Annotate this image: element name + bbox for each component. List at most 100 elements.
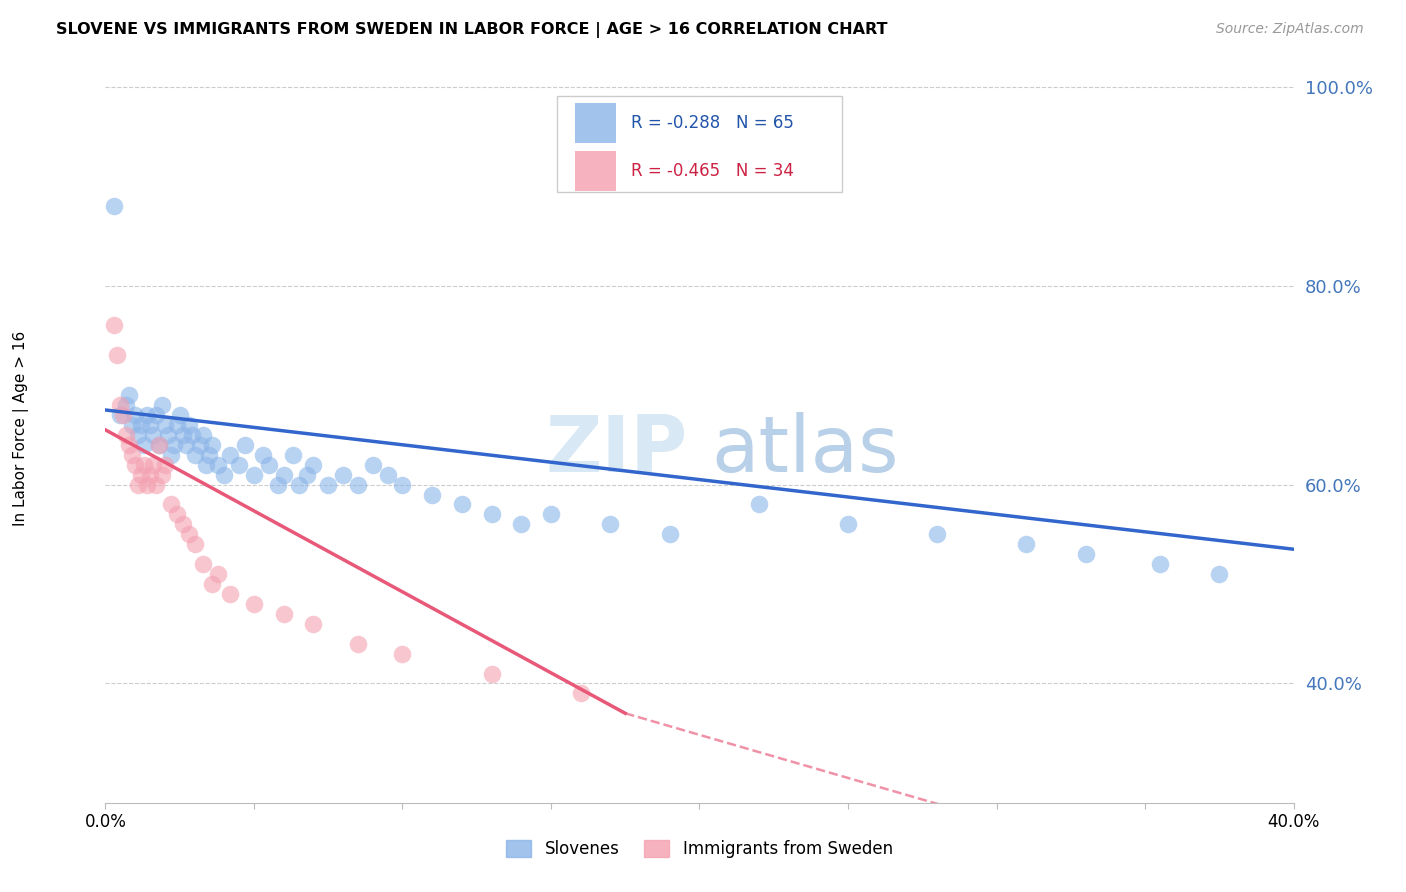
- Point: [267, 477, 290, 491]
- Point: [316, 477, 339, 491]
- Point: [201, 577, 224, 591]
- Point: [183, 537, 205, 551]
- Point: [391, 477, 413, 491]
- Point: [124, 458, 146, 472]
- Legend: Slovenes, Immigrants from Sweden: Slovenes, Immigrants from Sweden: [499, 833, 900, 864]
- Point: [450, 498, 472, 512]
- Point: [252, 448, 274, 462]
- Point: [139, 417, 162, 432]
- Point: [127, 477, 149, 491]
- Point: [118, 438, 141, 452]
- Text: SLOVENE VS IMMIGRANTS FROM SWEDEN IN LABOR FORCE | AGE > 16 CORRELATION CHART: SLOVENE VS IMMIGRANTS FROM SWEDEN IN LAB…: [56, 22, 887, 38]
- Point: [150, 398, 173, 412]
- Text: In Labor Force | Age > 16: In Labor Force | Age > 16: [13, 331, 30, 525]
- Text: ZIP: ZIP: [546, 411, 688, 488]
- Point: [207, 458, 229, 472]
- Point: [1208, 567, 1230, 582]
- Point: [195, 458, 218, 472]
- Point: [150, 467, 173, 482]
- Point: [153, 458, 176, 472]
- Point: [281, 448, 304, 462]
- Point: [837, 517, 859, 532]
- Point: [183, 448, 205, 462]
- Point: [115, 428, 138, 442]
- Point: [142, 428, 165, 442]
- Point: [193, 557, 215, 571]
- Point: [228, 458, 250, 472]
- Point: [172, 428, 194, 442]
- Point: [540, 508, 562, 522]
- Point: [347, 477, 370, 491]
- Point: [145, 477, 167, 491]
- Point: [127, 428, 149, 442]
- Point: [124, 408, 146, 422]
- Point: [142, 458, 165, 472]
- Point: [748, 498, 770, 512]
- Point: [297, 467, 319, 482]
- Point: [132, 438, 155, 452]
- Point: [139, 467, 162, 482]
- Point: [105, 348, 128, 362]
- Point: [927, 527, 949, 541]
- Point: [110, 398, 132, 412]
- Point: [129, 417, 152, 432]
- Point: [112, 408, 135, 422]
- Point: [302, 458, 325, 472]
- Point: [145, 408, 167, 422]
- Point: [103, 199, 125, 213]
- Point: [273, 467, 295, 482]
- Point: [420, 487, 443, 501]
- Point: [198, 448, 221, 462]
- Point: [481, 666, 503, 681]
- Point: [302, 616, 325, 631]
- Point: [599, 517, 621, 532]
- Point: [361, 458, 384, 472]
- Point: [129, 467, 152, 482]
- Point: [156, 428, 179, 442]
- Point: [190, 438, 212, 452]
- Point: [214, 467, 236, 482]
- Point: [136, 408, 159, 422]
- Point: [201, 438, 224, 452]
- Point: [1149, 557, 1171, 571]
- Point: [103, 318, 125, 333]
- Point: [159, 498, 181, 512]
- Point: [1074, 547, 1097, 561]
- Point: [169, 408, 191, 422]
- Text: atlas: atlas: [711, 411, 898, 488]
- Point: [391, 647, 413, 661]
- Point: [132, 458, 155, 472]
- Point: [159, 448, 181, 462]
- Point: [121, 417, 143, 432]
- Point: [118, 388, 141, 402]
- Point: [193, 428, 215, 442]
- Point: [569, 686, 592, 700]
- Text: R = -0.465   N = 34: R = -0.465 N = 34: [630, 162, 793, 180]
- Text: R = -0.288   N = 65: R = -0.288 N = 65: [630, 114, 793, 132]
- Point: [243, 467, 266, 482]
- Point: [148, 438, 170, 452]
- Point: [153, 417, 176, 432]
- Point: [257, 458, 280, 472]
- Point: [1015, 537, 1038, 551]
- Point: [207, 567, 229, 582]
- Text: Source: ZipAtlas.com: Source: ZipAtlas.com: [1216, 22, 1364, 37]
- Point: [110, 408, 132, 422]
- Point: [287, 477, 309, 491]
- Point: [243, 597, 266, 611]
- Point: [180, 428, 202, 442]
- Point: [174, 438, 197, 452]
- Point: [148, 438, 170, 452]
- Point: [219, 587, 242, 601]
- Point: [510, 517, 533, 532]
- Point: [121, 448, 143, 462]
- Point: [481, 508, 503, 522]
- Point: [347, 637, 370, 651]
- Point: [172, 517, 194, 532]
- Point: [273, 607, 295, 621]
- Bar: [575, 103, 616, 144]
- FancyBboxPatch shape: [557, 96, 842, 192]
- Point: [115, 398, 138, 412]
- Point: [166, 417, 188, 432]
- Point: [377, 467, 399, 482]
